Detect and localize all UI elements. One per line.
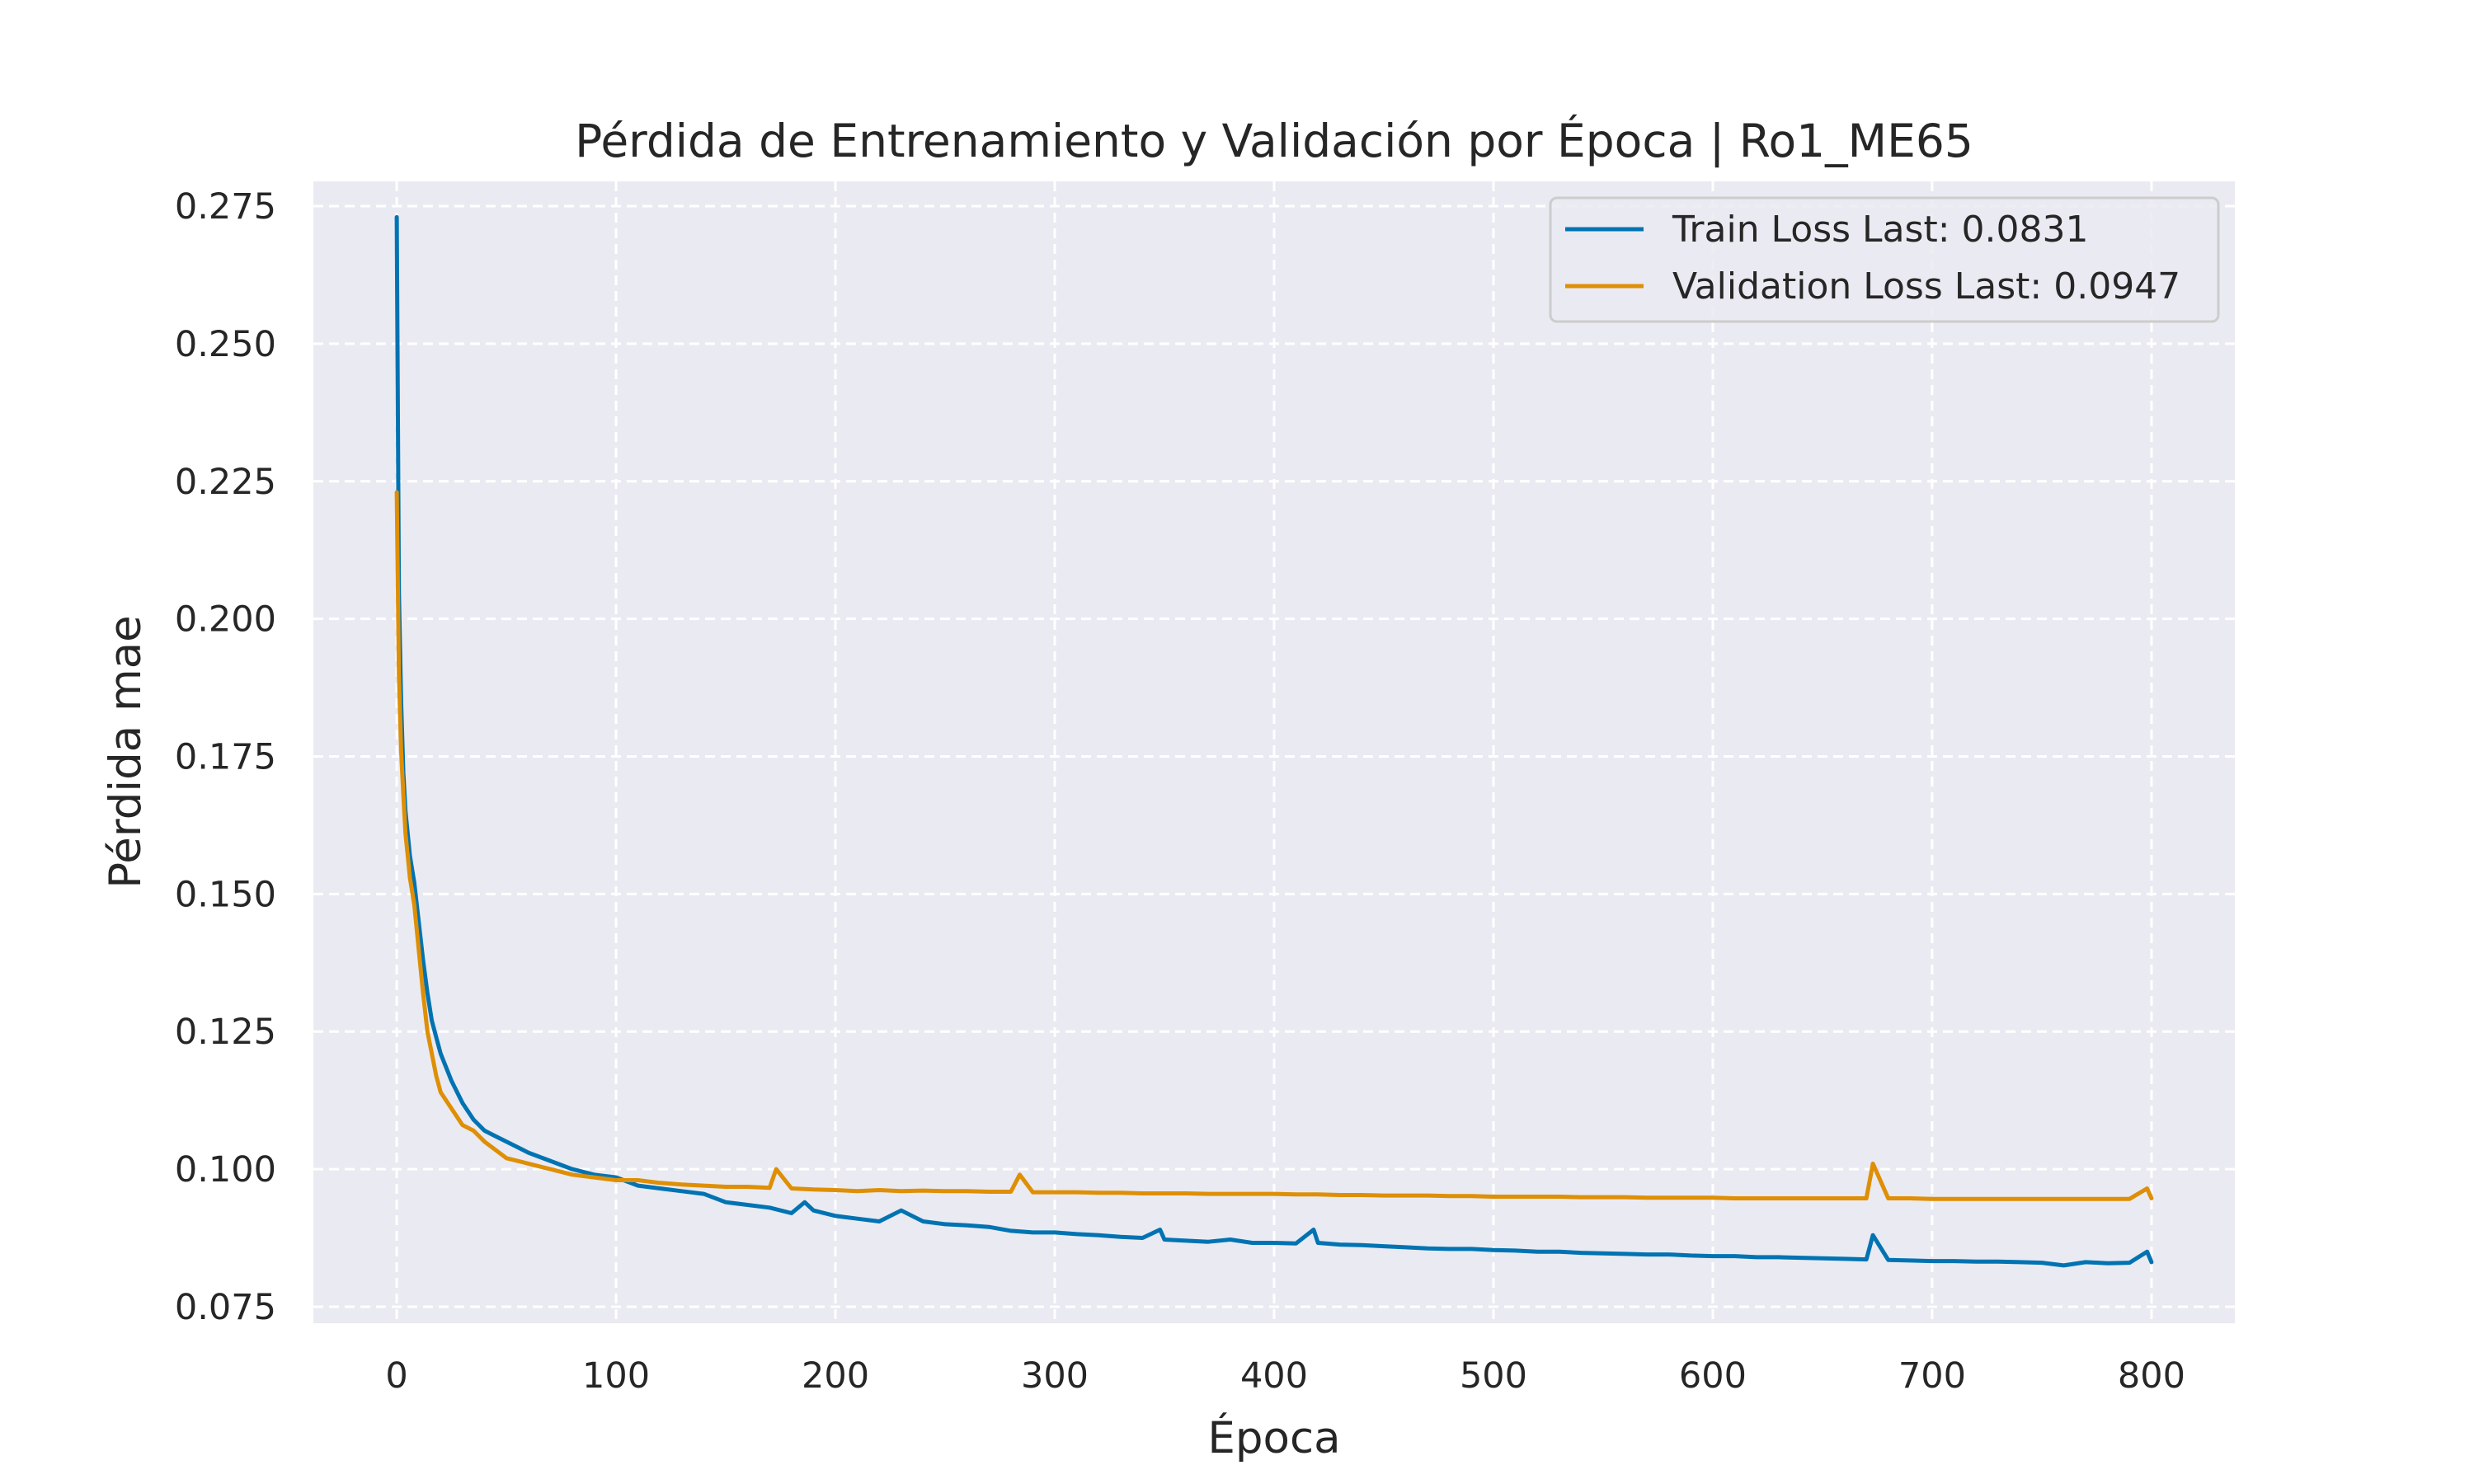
x-tick-labels: 0 100 200 300 400 500 600 700 800 bbox=[385, 1355, 2185, 1397]
y-tick-label: 0.275 bbox=[175, 186, 276, 228]
series-line-1 bbox=[394, 490, 2154, 1201]
x-tick-label: 500 bbox=[1460, 1355, 1527, 1397]
legend-box bbox=[1549, 196, 2220, 323]
x-axis-label: Época bbox=[1207, 1411, 1340, 1463]
x-tick-label: 700 bbox=[1898, 1355, 1966, 1397]
legend-label-train: Train Loss Last: 0.0831 bbox=[1672, 209, 2088, 251]
y-tick-label: 0.175 bbox=[175, 737, 276, 778]
y-tick-label: 0.225 bbox=[175, 462, 276, 503]
y-tick-label: 0.125 bbox=[175, 1012, 276, 1053]
series-line-0 bbox=[394, 214, 2154, 1268]
y-tick-label: 0.200 bbox=[175, 599, 276, 641]
legend-label-validation: Validation Loss Last: 0.0947 bbox=[1672, 265, 2180, 308]
y-tick-labels: 0.075 0.100 0.125 0.150 0.175 0.200 0.225 0.250… bbox=[175, 186, 276, 1328]
legend: Train Loss Last: 0.0831 Validation Loss … bbox=[1549, 196, 2220, 323]
y-tick-label: 0.250 bbox=[175, 324, 276, 365]
x-tick-label: 800 bbox=[2118, 1355, 2185, 1397]
series-lines bbox=[394, 214, 2154, 1268]
x-tick-label: 0 bbox=[385, 1355, 407, 1397]
y-tick-label: 0.150 bbox=[175, 874, 276, 915]
x-tick-label: 100 bbox=[582, 1355, 650, 1397]
x-tick-label: 300 bbox=[1021, 1355, 1089, 1397]
y-axis-label: Pérdida mae bbox=[101, 615, 151, 889]
x-tick-label: 400 bbox=[1240, 1355, 1308, 1397]
y-tick-label: 0.075 bbox=[175, 1287, 276, 1328]
grid-lines bbox=[313, 181, 2235, 1323]
chart-title: Pérdida de Entrenamiento y Validación po… bbox=[575, 115, 1973, 168]
x-tick-label: 600 bbox=[1679, 1355, 1747, 1397]
x-tick-label: 200 bbox=[802, 1355, 869, 1397]
y-tick-label: 0.100 bbox=[175, 1149, 276, 1190]
